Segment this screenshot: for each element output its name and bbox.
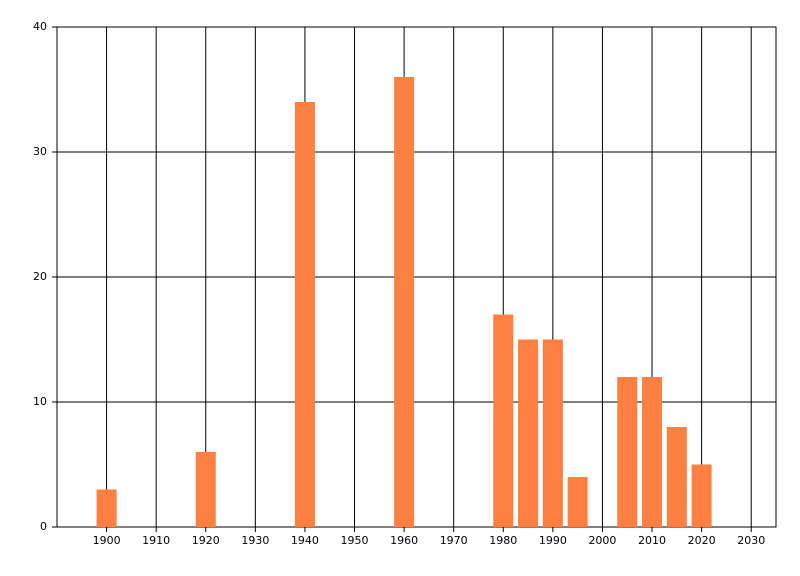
bar	[666, 427, 687, 527]
x-tick-label: 2010	[638, 534, 666, 547]
x-tick-label: 2000	[588, 534, 616, 547]
bar	[394, 77, 415, 527]
x-tick-label: 1990	[539, 534, 567, 547]
x-tick-label: 1940	[291, 534, 319, 547]
bar	[542, 339, 563, 527]
y-tick-label: 30	[33, 145, 47, 158]
y-tick-label: 20	[33, 270, 47, 283]
x-tick-label: 1900	[93, 534, 121, 547]
bar	[96, 489, 117, 527]
y-tick-label: 0	[40, 520, 47, 533]
x-tick-label: 1960	[390, 534, 418, 547]
x-tick-label: 1930	[241, 534, 269, 547]
x-tick-label: 2020	[688, 534, 716, 547]
x-tick-label: 1950	[341, 534, 369, 547]
y-tick-label: 40	[33, 20, 47, 33]
bar	[195, 452, 216, 527]
x-tick-label: 2030	[737, 534, 765, 547]
bar	[294, 102, 315, 527]
y-tick-label: 10	[33, 395, 47, 408]
bar	[493, 314, 514, 527]
x-tick-label: 1920	[192, 534, 220, 547]
x-tick-label: 1970	[440, 534, 468, 547]
bar	[567, 477, 588, 527]
bar	[617, 377, 638, 527]
x-tick-label: 1910	[142, 534, 170, 547]
bar	[691, 464, 712, 527]
bar	[518, 339, 539, 527]
bar	[642, 377, 663, 527]
x-tick-label: 1980	[489, 534, 517, 547]
